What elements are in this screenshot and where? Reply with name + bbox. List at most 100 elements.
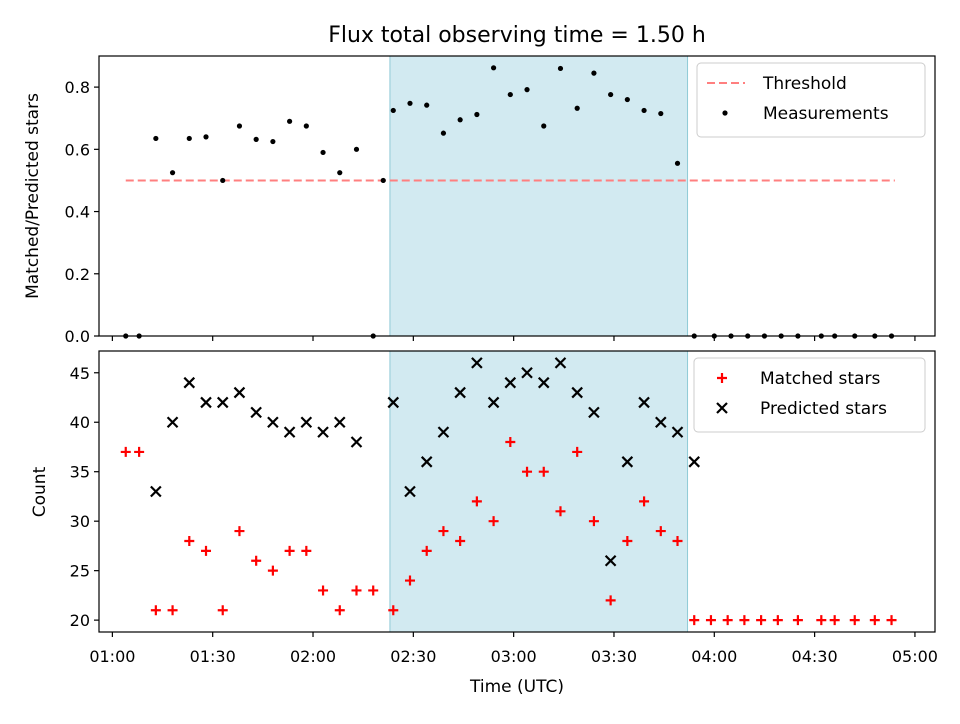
matched-point [134,446,145,457]
measurement-point [641,107,647,114]
matched-point [201,545,212,556]
observing-span [389,350,689,633]
predicted-point [267,416,279,429]
predicted-point [250,406,262,419]
measurement-point [474,111,480,118]
matched-point [869,615,880,626]
measurement-point [337,170,343,176]
y-tick-label: 25 [70,562,90,581]
matched-point [251,555,262,566]
measurement-point [390,107,396,114]
predicted-point [554,357,567,369]
series-predicted-stars [150,357,701,567]
matched-point [756,615,767,626]
matched-point [284,545,295,556]
matched-point [722,615,733,626]
predicted-point [200,396,212,409]
measurement-point [287,118,293,124]
measurement-point [303,123,309,129]
legend-label: Matched stars [760,369,880,389]
x-tick-label: 04:00 [691,647,737,666]
measurement-point [169,170,176,176]
matched-point [655,526,666,537]
measurement-point [270,138,276,145]
y-tick-label: 0.6 [65,140,90,159]
measurement-point [541,123,547,129]
predicted-point [688,456,701,468]
predicted-point [504,376,517,389]
predicted-point [471,357,483,369]
measurement-point [203,134,209,140]
measurement-point [658,110,664,117]
y-tick-label: 0.0 [65,327,90,346]
x-tick-label: 05:00 [892,647,938,666]
matched-point [150,605,161,616]
measurement-point [674,160,681,166]
measurement-point [186,135,192,142]
top-ylabel: Matched/Predicted stars [23,93,43,299]
matched-point [421,545,432,556]
bottom-panel: 20 25 30 35 40 45 01:00 01:30 02:00 02:30 03:00 03:… [70,350,938,666]
measurement-point [608,91,614,98]
matched-point [334,605,345,616]
matched-point [605,595,616,606]
matched-point [167,605,178,616]
legend-box [693,357,926,433]
matched-point [639,496,650,507]
x-tick-label: 02:30 [390,647,436,666]
x-tick-label: 01:00 [89,647,135,666]
matched-point [816,615,827,626]
y-tick-label: 30 [70,512,90,531]
matched-point [739,615,750,626]
measurement-point [490,65,497,71]
legend-label: Threshold [762,74,847,94]
predicted-point [454,386,466,399]
predicted-point [387,396,400,409]
measurement-point [353,146,360,152]
predicted-point [317,426,329,438]
predicted-point [283,426,296,438]
matched-point [522,466,533,477]
measurement-point [380,177,386,184]
matched-point [267,565,278,576]
x-tick-label: 03:00 [491,647,537,666]
x-tick-label: 03:30 [591,647,637,666]
matched-point [318,585,329,596]
series-matched-stars [120,437,897,626]
y-tick-label: 45 [70,364,90,383]
predicted-point [571,386,583,399]
plot-frame [98,55,936,337]
matched-point [588,516,599,527]
plot-frame [98,350,936,633]
predicted-point [638,396,650,409]
matched-point [404,575,415,586]
x-tick-label: 02:00 [290,647,336,666]
measurement-point [574,105,580,111]
y-tick-label: 0.2 [65,265,90,284]
matched-point [829,615,840,626]
predicted-point [216,396,229,409]
y-tick-label: 35 [70,463,90,482]
matched-point [538,466,549,477]
bottom-xlabel: Time (UTC) [469,677,564,697]
bottom-ylabel: Count [30,466,50,517]
measurement-point [320,149,326,156]
matched-point [120,446,131,457]
measurement-point [624,96,630,103]
predicted-point [437,426,450,438]
matched-point [849,615,860,626]
matched-point [505,437,516,448]
matched-point [672,535,683,546]
legend-swatch-plus [717,373,727,383]
legend-label: Predicted stars [760,399,887,419]
matched-point [234,526,245,537]
matched-point [555,506,566,517]
matched-point [471,496,482,507]
measurement-point [424,102,430,108]
x-tick-label: 04:30 [792,647,838,666]
legend-swatch-dot [722,110,728,116]
y-tick-label: 20 [70,611,90,630]
predicted-point [621,456,634,468]
measurement-point [591,70,597,76]
matched-point [886,615,897,626]
